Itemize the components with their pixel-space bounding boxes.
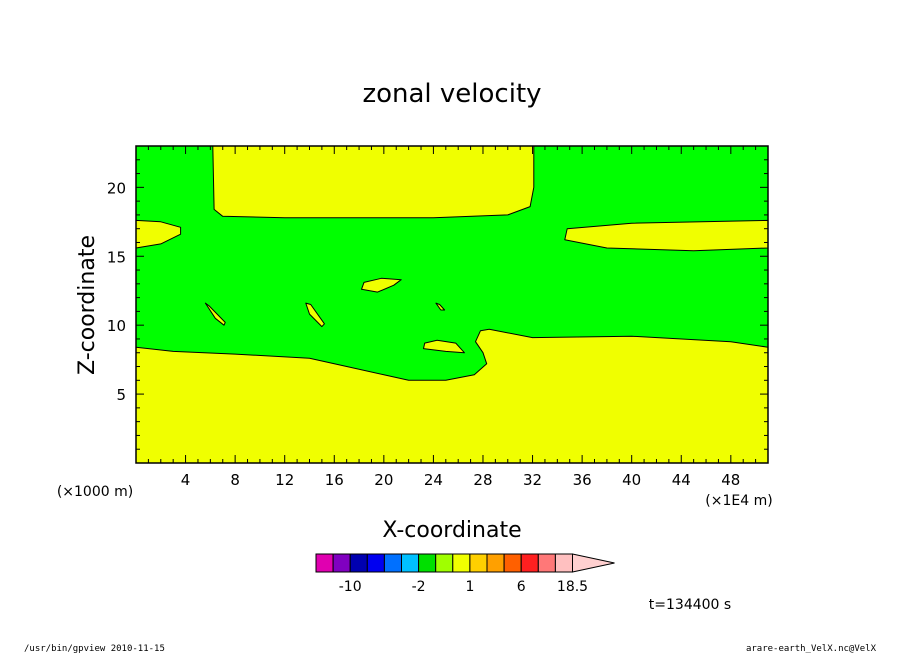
contour-region-lower-yellow [135,328,769,464]
colorbar-label: -10 [339,579,362,595]
colorbar-segment [349,553,368,573]
colorbar-label: 18.5 [557,579,588,595]
footer-right: arare-earth_VelX.nc@VelX [746,644,877,654]
x-tick-label: 28 [473,471,492,489]
contour-regions [135,145,769,464]
x-tick-label: 8 [230,471,240,489]
x-tick-label: 16 [325,471,344,489]
footer-left: /usr/bin/gpview 2010-11-15 [24,644,165,654]
axis-ticks [136,146,768,463]
x-tick-label: 12 [275,471,294,489]
contour-region-tiny-blob [435,302,446,311]
contour-region-streak-2 [305,302,325,328]
x-axis-label: X-coordinate [382,518,521,543]
x-tick-label: 32 [523,471,542,489]
colorbar-segment [503,553,522,573]
contour-region-top-yellow [212,145,535,219]
contour-region-right-band [564,219,769,252]
colorbar-segment [315,553,334,573]
x-tick-label: 48 [721,471,740,489]
colorbar-segment [554,553,574,573]
colorbar-label: 1 [465,579,474,595]
colorbar-segment [520,553,539,573]
plot-area [135,145,769,464]
x-unit-label: (×1000 m) [57,484,133,500]
colorbar-segment [469,553,488,573]
x-tick-labels: 4 8 12 16 20 24 28 32 36 40 44 48 [181,471,741,489]
colorbar-segment [537,553,556,573]
x-tick-label: 20 [374,471,393,489]
colorbar-labels: -10 -2 1 6 18.5 [339,579,588,595]
colorbar-segment [383,553,402,573]
chart-title: zonal velocity [362,79,541,109]
colorbar-segment [366,553,385,573]
colorbar-segment [452,553,471,573]
colorbar-segment [332,553,351,573]
time-label: t=134400 s [649,597,731,613]
y-tick-labels: 5 10 15 20 [107,179,126,404]
plot-frame [135,145,769,464]
colorbar-label: -2 [412,579,426,595]
y-tick-label: 15 [107,248,126,266]
contour-region-blob-2 [423,339,465,354]
x-secondary-unit-label: (×1E4 m) [705,493,772,509]
x-tick-label: 4 [181,471,191,489]
x-tick-label: 36 [573,471,592,489]
colorbar-segment [486,553,505,573]
x-tick-label: 24 [424,471,443,489]
colorbar-segment [435,553,454,573]
x-tick-label: 44 [672,471,691,489]
colorbar-segment [401,553,420,573]
y-tick-label: 5 [116,386,126,404]
colorbar-label: 6 [517,579,526,595]
y-tick-label: 10 [107,317,126,335]
contour-region-blob-1 [361,277,402,293]
colorbar-segment [418,553,437,573]
colorbar [315,553,615,573]
y-tick-label: 20 [107,179,126,197]
contour-region-streak-1 [204,302,226,326]
y-axis-label: Z-coordinate [75,235,100,375]
x-tick-label: 40 [622,471,641,489]
colorbar-arrow [572,553,615,573]
